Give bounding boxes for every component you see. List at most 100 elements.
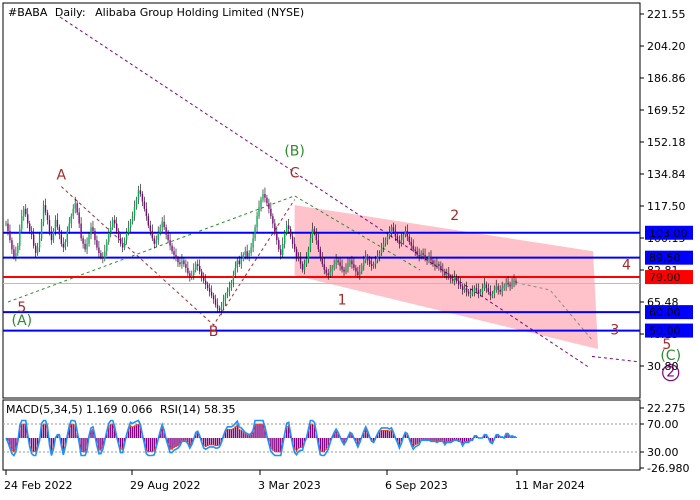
candle — [161, 217, 163, 232]
candle — [218, 305, 221, 314]
rsi-line — [5, 419, 516, 457]
level-tag-89.50: 89.50 — [649, 252, 681, 265]
candle — [471, 285, 474, 297]
candle — [363, 255, 365, 271]
candle — [46, 209, 49, 225]
candle — [32, 228, 35, 249]
candle — [507, 276, 509, 288]
candle — [141, 191, 144, 207]
candle — [74, 196, 76, 214]
candle — [70, 213, 72, 229]
candle — [467, 289, 470, 297]
price-tick-label: 117.50 — [647, 200, 686, 213]
candle — [479, 289, 482, 297]
wave-label: 5 — [662, 337, 671, 353]
candle — [50, 226, 53, 245]
candle — [392, 222, 395, 234]
candle — [38, 231, 41, 253]
candle — [102, 252, 104, 264]
candle — [297, 252, 300, 262]
candle — [501, 281, 503, 297]
price-tick-label: 152.18 — [647, 136, 686, 149]
candle — [327, 268, 329, 280]
candle — [477, 283, 480, 299]
indicator-tick-label: 70.00 — [647, 418, 679, 431]
candle — [183, 257, 185, 267]
candle — [48, 215, 51, 236]
candle — [52, 228, 55, 243]
price-tick-label: 204.20 — [647, 40, 686, 53]
candle — [440, 261, 442, 273]
candle — [127, 220, 130, 236]
candle — [293, 237, 296, 253]
candle — [303, 259, 306, 275]
indicator-layer — [3, 419, 640, 457]
candle — [428, 252, 430, 264]
wave-label: (A) — [12, 313, 33, 329]
candle — [210, 285, 213, 299]
candle — [282, 237, 284, 258]
candle — [448, 266, 450, 280]
timeframe-text: Daily: — [55, 6, 86, 19]
candle — [463, 283, 466, 293]
candle — [44, 198, 47, 216]
candle — [169, 233, 171, 251]
candle — [461, 283, 464, 295]
candle — [90, 222, 92, 240]
candle — [430, 250, 432, 266]
wave-label: (C) — [660, 348, 681, 364]
candles-layer — [5, 183, 517, 315]
candle — [406, 224, 408, 242]
candle — [7, 218, 9, 236]
wave-label: (B) — [284, 143, 305, 159]
candle — [5, 220, 7, 227]
candle — [191, 270, 193, 280]
candle — [341, 259, 343, 273]
candle — [416, 246, 418, 258]
candle — [475, 283, 478, 293]
indicator-axis: 22.275 70.00 30.00 -26.980 — [640, 402, 689, 475]
candle — [345, 263, 347, 275]
time-tick-label: 24 Feb 2022 — [4, 479, 72, 492]
candle — [17, 242, 19, 256]
candle — [315, 228, 318, 245]
candle — [212, 292, 215, 304]
candle — [266, 194, 268, 207]
candle — [274, 218, 276, 236]
candle — [278, 237, 280, 253]
candle — [185, 259, 187, 273]
macd-readout: MACD(5,34,5) 1.169 0.066 — [6, 403, 153, 416]
candle — [272, 213, 274, 229]
candle — [372, 261, 375, 269]
candle — [21, 209, 23, 232]
candle — [234, 261, 237, 278]
candle — [60, 229, 63, 247]
candle — [513, 274, 515, 288]
candle — [359, 265, 361, 280]
candle — [382, 237, 385, 253]
candle — [481, 283, 484, 297]
candle — [493, 285, 495, 299]
candle — [13, 244, 15, 260]
candle — [204, 274, 207, 290]
candle — [353, 257, 355, 271]
time-tick-label: 11 Mar 2024 — [515, 479, 585, 492]
price-tick-label: 169.52 — [647, 104, 686, 117]
candle — [30, 226, 33, 240]
candle — [54, 215, 57, 236]
levels-layer — [3, 231, 640, 332]
candle — [220, 301, 223, 315]
candle — [276, 226, 278, 245]
candle — [325, 266, 327, 277]
candle — [58, 224, 61, 240]
candle — [422, 248, 424, 260]
candle — [100, 250, 102, 260]
candle — [78, 207, 80, 229]
wave-label: C — [290, 165, 300, 181]
candle — [199, 259, 201, 275]
candle — [193, 263, 195, 280]
candle — [165, 224, 167, 240]
time-axis: 24 Feb 2022 29 Aug 2022 3 Mar 2023 6 Sep 20… — [4, 470, 585, 492]
candle — [457, 276, 460, 290]
